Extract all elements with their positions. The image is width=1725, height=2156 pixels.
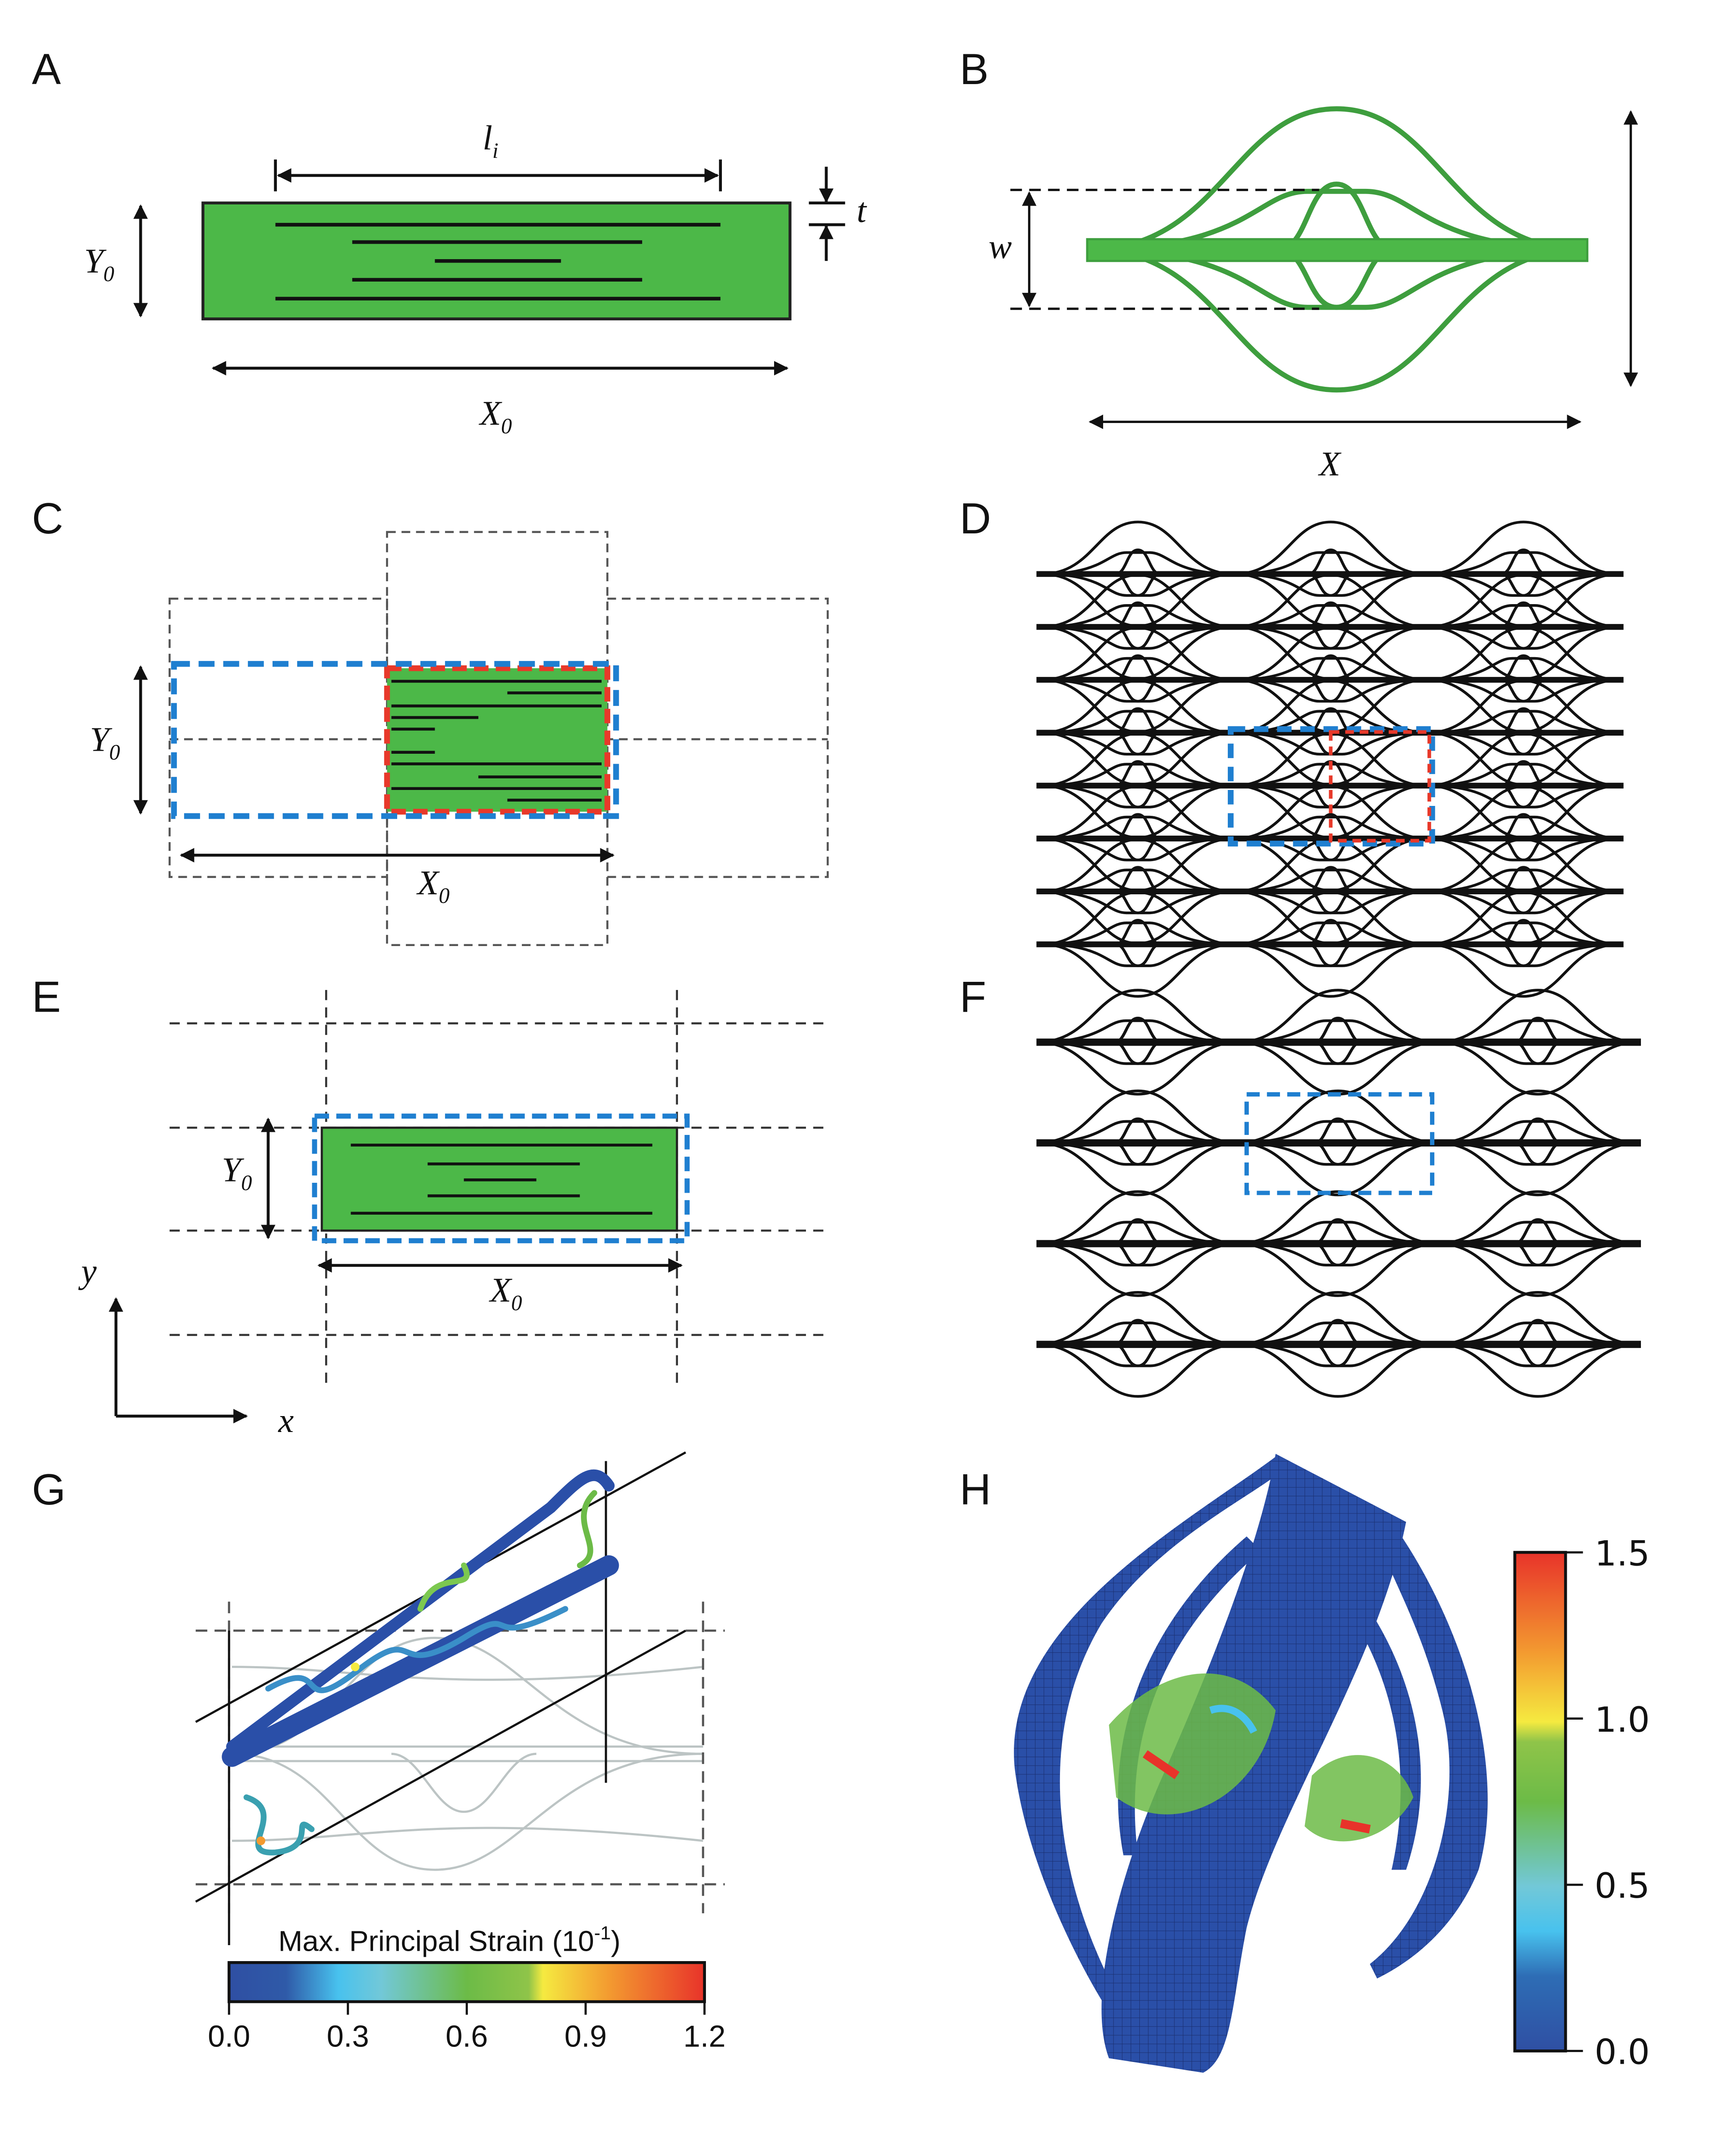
panel-label-b: B [960, 45, 988, 94]
panel-label-g: G [32, 1466, 66, 1514]
colorbar-tick-label: 0.9 [565, 2019, 607, 2053]
unit-cell-outline [171, 661, 619, 819]
panel-g: G Max. Principal Strain (10-1) [32, 1451, 726, 2053]
width-label: X0 [479, 394, 512, 438]
colorbar-ticks-h: 1.5 1.0 0.5 0.0 [1565, 1533, 1650, 2073]
panel-e: E Y0 X0 y x [32, 973, 828, 1440]
segment-outline-d [1329, 730, 1431, 843]
panel-d: D [960, 495, 1624, 997]
thickness-label: t [857, 191, 868, 229]
colorbar-tick-label: 0.3 [327, 2019, 369, 2053]
panel-h: H 1.5 1.0 0.5 0.0 [960, 1454, 1650, 2073]
length-label: li [483, 119, 498, 163]
colorbar-tick-label: 0.0 [208, 2019, 250, 2053]
dimension-arrows [133, 159, 845, 376]
panel-c: C Y0 X0 [32, 495, 829, 946]
sheet-segment [384, 665, 611, 815]
height-label-c: Y0 [90, 720, 120, 764]
deformed-unit [222, 1469, 619, 1855]
periodic-lines [195, 1451, 687, 1946]
colorbar-tick-label: 1.2 [684, 2019, 726, 2053]
width-label-e: X0 [489, 1271, 522, 1315]
colorbar-g [227, 1961, 706, 2003]
height-label-e: Y0 [222, 1151, 252, 1195]
panel-label-h: H [960, 1466, 991, 1514]
unit-cell-outline-d [1228, 726, 1435, 847]
colorbar-ticks-g: 0.0 0.3 0.6 0.9 1.2 [208, 2002, 726, 2053]
cut-lines [275, 222, 721, 301]
dimension-arrows-b [1010, 110, 1638, 429]
panel-label-f: F [960, 973, 986, 1021]
unit-cell-outline-f [1244, 1092, 1435, 1195]
panel-label-a: A [32, 45, 61, 94]
panel-b: B w X [960, 45, 1638, 483]
panel-a: A li t Y0 X0 [32, 45, 868, 438]
width-label-c: X0 [416, 864, 449, 908]
colorbar-tick-label: 0.5 [1594, 1866, 1650, 1906]
colorbar-title-g: Max. Principal Strain (10-1) [278, 1923, 620, 1958]
width-label-b: X [1318, 445, 1342, 483]
cut-lines-c [391, 680, 602, 802]
panel-label-c: C [32, 495, 63, 543]
panel-label-e: E [32, 973, 61, 1021]
cut-lines-e [351, 1144, 652, 1215]
expanded-unit [1086, 109, 1589, 390]
x-axis-label: x [278, 1401, 294, 1440]
colorbar-h [1513, 1551, 1567, 2053]
panel-f: F [960, 973, 1641, 1396]
deformed-3d-tube [1014, 1454, 1488, 2073]
amplitude-label: w [988, 227, 1012, 266]
height-label: Y0 [84, 242, 114, 286]
colorbar-tick-label: 0.6 [445, 2019, 488, 2053]
expanded-rows [1036, 990, 1641, 1396]
colorbar-tick-label: 1.0 [1594, 1700, 1650, 1740]
unit-cell-outline-e [312, 1113, 690, 1244]
y-axis-label: y [78, 1252, 97, 1291]
expanded-lattice [1036, 522, 1624, 997]
panel-label-d: D [960, 495, 991, 543]
colorbar-tick-label: 0.0 [1594, 2032, 1650, 2073]
colorbar-tick-label: 1.5 [1594, 1533, 1650, 1574]
